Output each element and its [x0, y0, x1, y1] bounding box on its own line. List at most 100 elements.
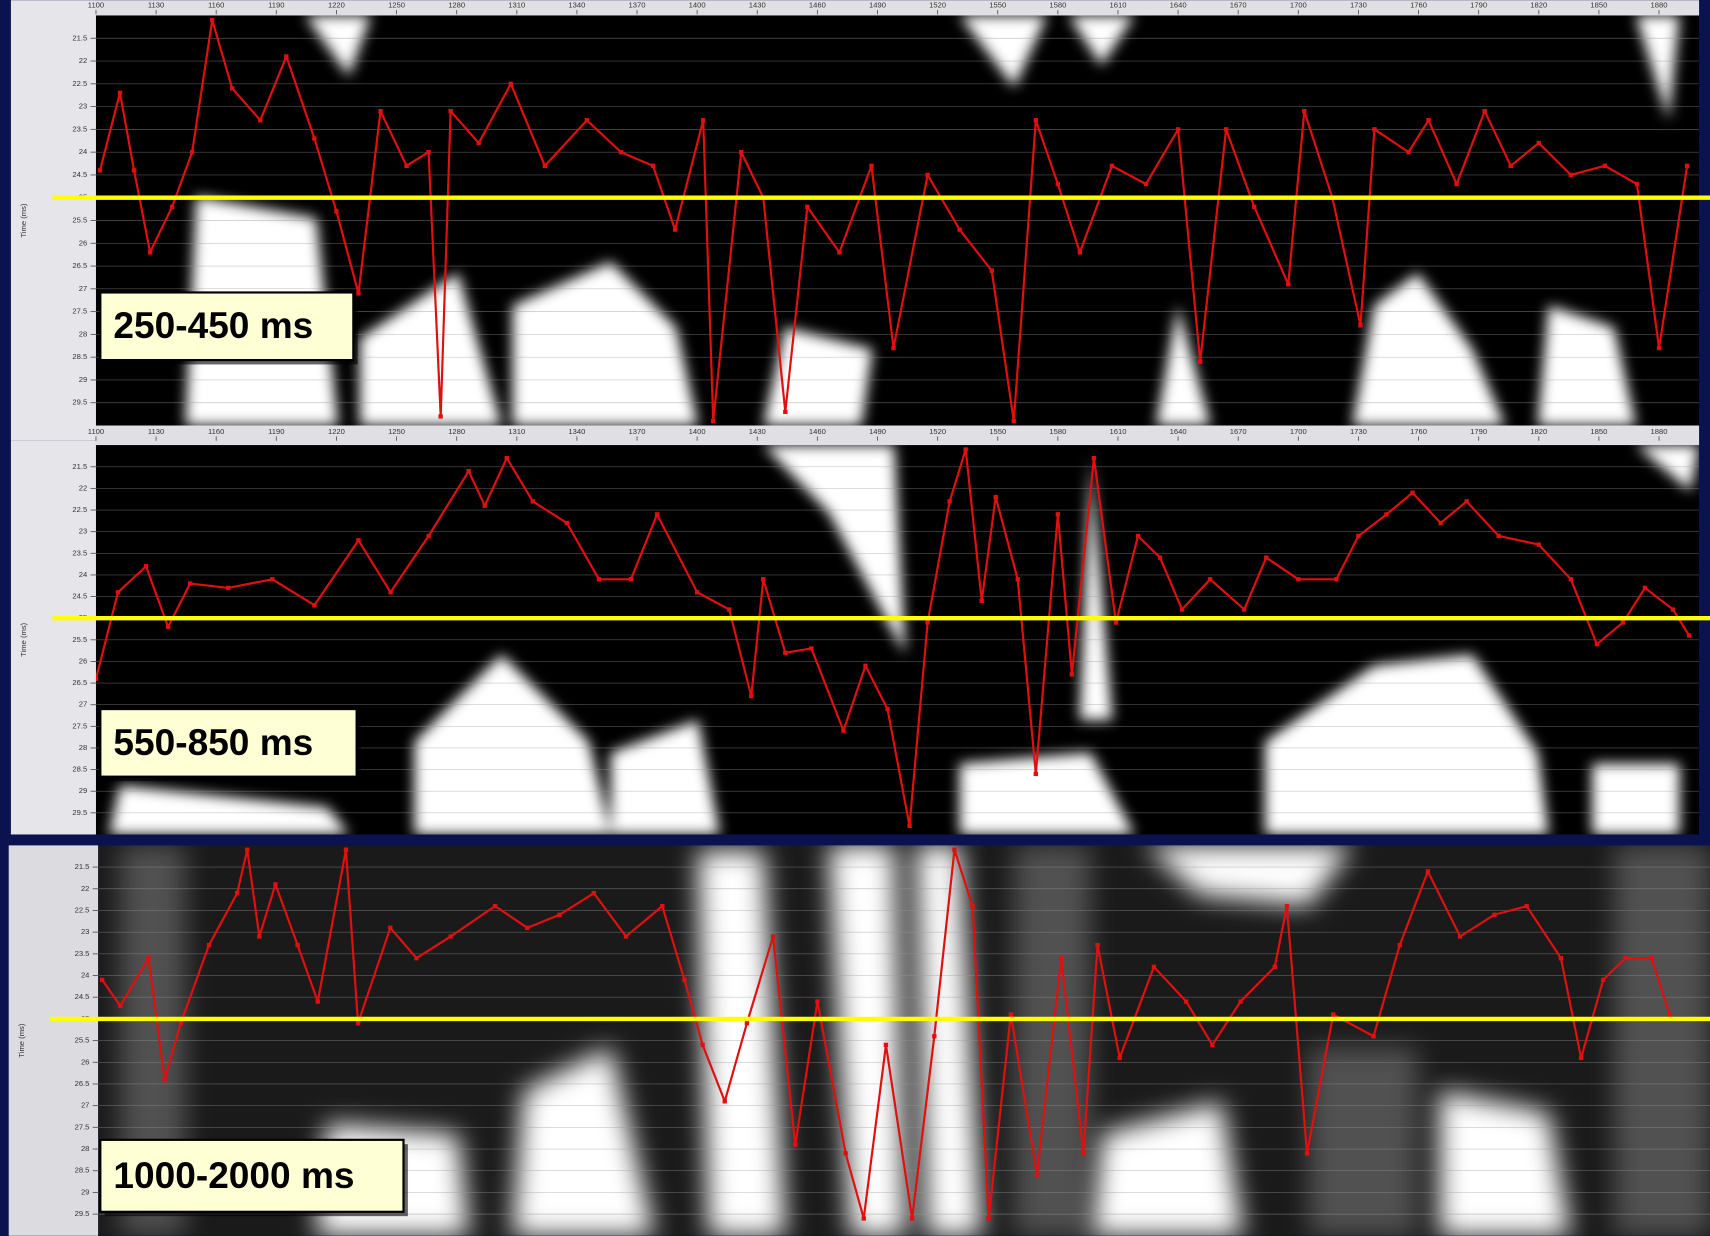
x-tick-label: 1790: [1470, 1, 1487, 10]
y-tick-label: 23: [81, 927, 89, 936]
point-marker: [1302, 109, 1306, 113]
y-tick-label: 22.5: [72, 79, 87, 88]
point-marker: [952, 848, 956, 852]
point-marker: [118, 91, 122, 95]
point-marker: [1242, 607, 1246, 611]
x-tick-label: 1100: [88, 1, 104, 10]
point-marker: [98, 168, 102, 172]
y-tick-label: 28: [79, 329, 87, 338]
point-marker: [745, 1021, 749, 1025]
y-tick-label: 29: [79, 786, 87, 795]
y-axis-label: Time (ms): [19, 622, 28, 656]
point-marker: [531, 499, 535, 503]
point-marker: [1358, 323, 1362, 327]
point-marker: [843, 1151, 847, 1155]
point-marker: [1671, 607, 1675, 611]
point-marker: [1454, 182, 1458, 186]
point-marker: [1152, 965, 1156, 969]
point-marker: [273, 882, 277, 886]
point-marker: [1569, 173, 1573, 177]
point-marker: [467, 469, 471, 473]
point-marker: [1285, 904, 1289, 908]
point-marker: [957, 227, 961, 231]
x-tick-label: 1790: [1470, 427, 1487, 436]
x-tick-label: 1880: [1651, 427, 1668, 436]
point-marker: [132, 168, 136, 172]
point-marker: [270, 577, 274, 581]
point-marker: [1034, 772, 1038, 776]
point-marker: [711, 419, 715, 423]
annotation: 1000-2000 ms: [113, 1154, 354, 1196]
point-marker: [987, 1216, 991, 1220]
point-marker: [1238, 999, 1242, 1003]
point-marker: [910, 1216, 914, 1220]
point-marker: [837, 250, 841, 254]
point-marker: [1158, 555, 1162, 559]
x-tick-label: 1580: [1049, 1, 1066, 10]
point-marker: [660, 904, 664, 908]
point-marker: [761, 577, 765, 581]
point-marker: [783, 410, 787, 414]
point-marker: [771, 934, 775, 938]
point-marker: [700, 1043, 704, 1047]
x-tick-label: 1430: [749, 427, 766, 436]
point-marker: [449, 934, 453, 938]
point-marker: [1458, 934, 1462, 938]
point-marker: [1092, 456, 1096, 460]
point-marker: [230, 86, 234, 90]
y-tick-label: 27: [81, 1101, 89, 1110]
x-tick-label: 1610: [1109, 427, 1126, 436]
point-marker: [723, 1099, 727, 1103]
point-marker: [1371, 1034, 1375, 1038]
point-marker: [990, 268, 994, 272]
point-marker: [1623, 956, 1627, 960]
x-tick-label: 1610: [1109, 1, 1126, 10]
x-tick-label: 1700: [1290, 1, 1307, 10]
point-marker: [793, 1143, 797, 1147]
point-marker: [426, 150, 430, 154]
point-marker: [166, 625, 170, 629]
point-marker: [483, 504, 487, 508]
point-marker: [1305, 1151, 1309, 1155]
point-marker: [1384, 512, 1388, 516]
x-tick-label: 1400: [689, 427, 706, 436]
x-tick-label: 1670: [1230, 1, 1247, 10]
point-marker: [226, 586, 230, 590]
point-marker: [749, 694, 753, 698]
point-marker: [565, 521, 569, 525]
point-marker: [884, 1043, 888, 1047]
x-tick-label: 1310: [508, 1, 525, 10]
x-tick-label: 1550: [989, 427, 1006, 436]
point-marker: [1110, 164, 1114, 168]
point-marker: [597, 577, 601, 581]
point-marker: [1070, 672, 1074, 676]
point-marker: [1603, 164, 1607, 168]
point-marker: [1273, 965, 1277, 969]
point-marker: [1649, 956, 1653, 960]
y-tick-label: 29.5: [75, 1209, 90, 1218]
annotation: 550-850 ms: [113, 721, 313, 763]
y-tick-label: 24: [79, 570, 88, 579]
y-tick-label: 26.5: [75, 1079, 90, 1088]
y-tick-label: 23.5: [72, 124, 87, 133]
point-marker: [1635, 182, 1639, 186]
point-marker: [118, 1004, 122, 1008]
point-marker: [1184, 999, 1188, 1003]
point-marker: [344, 848, 348, 852]
y-tick-label: 28.5: [72, 352, 87, 361]
point-marker: [477, 141, 481, 145]
x-tick-label: 1490: [869, 1, 886, 10]
point-marker: [148, 250, 152, 254]
y-tick-label: 21.5: [72, 462, 87, 471]
y-axis-label: Time (ms): [19, 203, 28, 237]
point-marker: [1208, 577, 1212, 581]
point-marker: [1198, 360, 1202, 364]
y-tick-label: 24.5: [72, 592, 87, 601]
x-tick-label: 1100: [88, 427, 104, 436]
point-marker: [727, 607, 731, 611]
annotation: 250-450 ms: [113, 304, 313, 346]
y-axis-label: Time (ms): [17, 1023, 26, 1057]
x-tick-label: 1640: [1170, 1, 1187, 10]
point-marker: [162, 1077, 166, 1081]
point-marker: [1009, 1012, 1013, 1016]
